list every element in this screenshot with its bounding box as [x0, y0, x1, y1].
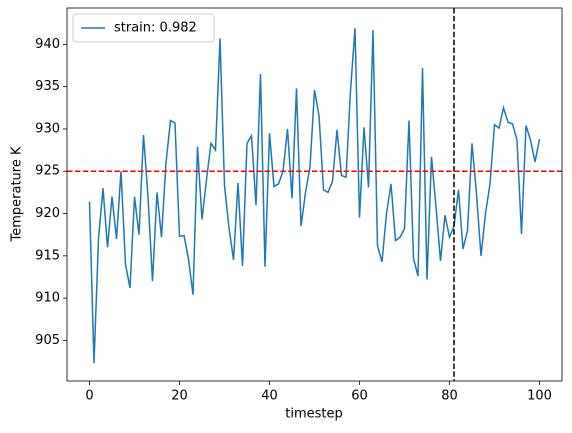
x-tick-label: 80 — [441, 389, 458, 404]
legend-label: strain: 0.982 — [114, 21, 197, 36]
data-line — [88, 28, 541, 364]
y-tick-label: 920 — [35, 206, 60, 221]
plot-frame — [66, 7, 563, 382]
x-axis-label: timestep — [285, 407, 343, 422]
y-axis-label: Temperature K — [10, 146, 25, 242]
y-tick-label: 915 — [35, 248, 60, 263]
y-tick-label: 910 — [35, 291, 60, 306]
y-tick-label: 930 — [35, 121, 60, 136]
x-tick-label: 60 — [351, 389, 368, 404]
x-tick-label: 0 — [85, 389, 93, 404]
x-tick-label: 100 — [527, 389, 552, 404]
y-tick-label: 905 — [35, 333, 60, 348]
legend-box — [72, 13, 215, 43]
x-tick-label: 20 — [171, 389, 188, 404]
y-tick-label: 935 — [35, 79, 60, 94]
y-tick-label: 940 — [35, 37, 60, 52]
y-tick-label: 925 — [35, 164, 60, 179]
x-tick-label: 40 — [261, 389, 278, 404]
